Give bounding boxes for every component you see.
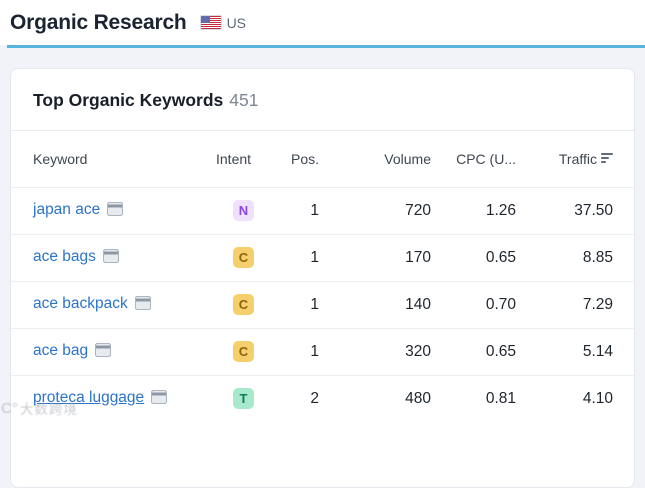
column-header-traffic[interactable]: Traffic — [516, 131, 634, 187]
keyword-link[interactable]: proteca luggage — [33, 388, 145, 406]
table-row: ace bags C 1 170 0.65 8.85 — [11, 233, 634, 281]
keywords-table: Keyword Intent Pos. Volume CPC (U... Tra… — [11, 131, 634, 422]
traffic-value: 37.50 — [516, 186, 634, 234]
table-row: ace bag C 1 320 0.65 5.14 — [11, 327, 634, 375]
volume-value: 720 — [319, 186, 431, 234]
column-header-volume[interactable]: Volume — [384, 150, 431, 167]
serp-snapshot-icon[interactable] — [107, 201, 124, 221]
page-header: Organic Research US — [0, 0, 645, 45]
intent-badge: C — [233, 294, 254, 315]
position-value: 1 — [264, 186, 319, 234]
keyword-link[interactable]: japan ace — [33, 200, 101, 218]
position-value: 1 — [264, 327, 319, 375]
cpc-value: 0.81 — [431, 374, 516, 422]
table-row: japan ace N 1 720 1.26 37.50 — [11, 186, 634, 234]
column-header-cpc[interactable]: CPC (U... — [456, 150, 516, 167]
active-tab-underline — [7, 45, 645, 48]
intent-badge: C — [233, 341, 254, 362]
intent-badge: C — [233, 247, 254, 268]
cpc-value: 1.26 — [431, 186, 516, 234]
cpc-value: 0.65 — [431, 327, 516, 375]
volume-value: 140 — [319, 280, 431, 328]
column-header-position[interactable]: Pos. — [290, 150, 319, 167]
traffic-value: 7.29 — [516, 280, 634, 328]
country-label: US — [226, 14, 247, 31]
traffic-value: 8.85 — [516, 233, 634, 281]
intent-badge: N — [233, 200, 254, 221]
traffic-value: 4.10 — [516, 374, 634, 422]
volume-value: 170 — [319, 233, 431, 281]
serp-snapshot-icon[interactable] — [134, 295, 151, 315]
cpc-value: 0.65 — [431, 233, 516, 281]
sort-descending-icon — [601, 152, 613, 163]
keyword-link[interactable]: ace bag — [33, 341, 89, 359]
intent-badge: T — [233, 388, 254, 410]
column-header-traffic-label: Traffic — [558, 150, 597, 167]
table-header-row: Keyword Intent Pos. Volume CPC (U... Tra… — [11, 131, 634, 187]
keyword-link[interactable]: ace backpack — [33, 294, 128, 312]
position-value: 1 — [264, 233, 319, 281]
keyword-link[interactable]: ace bags — [33, 247, 96, 265]
serp-snapshot-icon[interactable] — [95, 342, 112, 362]
us-flag-icon — [200, 16, 221, 29]
volume-value: 480 — [319, 374, 431, 422]
position-value: 1 — [264, 280, 319, 328]
page-title: Organic Research — [10, 10, 187, 34]
table-row: proteca luggage T 2 480 0.81 4.10 — [11, 374, 634, 422]
position-value: 2 — [264, 374, 319, 422]
card-title: Top Organic Keywords — [33, 90, 224, 110]
serp-snapshot-icon[interactable] — [102, 248, 119, 268]
serp-snapshot-icon[interactable] — [151, 389, 168, 409]
traffic-value: 5.14 — [516, 327, 634, 375]
column-header-keyword[interactable]: Keyword — [33, 150, 88, 167]
card-header: Top Organic Keywords 451 — [11, 69, 634, 131]
column-header-intent[interactable]: Intent — [216, 150, 252, 167]
table-row: ace backpack C 1 140 0.70 7.29 — [11, 280, 634, 328]
top-organic-keywords-card: Top Organic Keywords 451 Keyword Intent P… — [10, 68, 635, 488]
keyword-count: 451 — [229, 90, 259, 110]
volume-value: 320 — [319, 327, 431, 375]
cpc-value: 0.70 — [431, 280, 516, 328]
